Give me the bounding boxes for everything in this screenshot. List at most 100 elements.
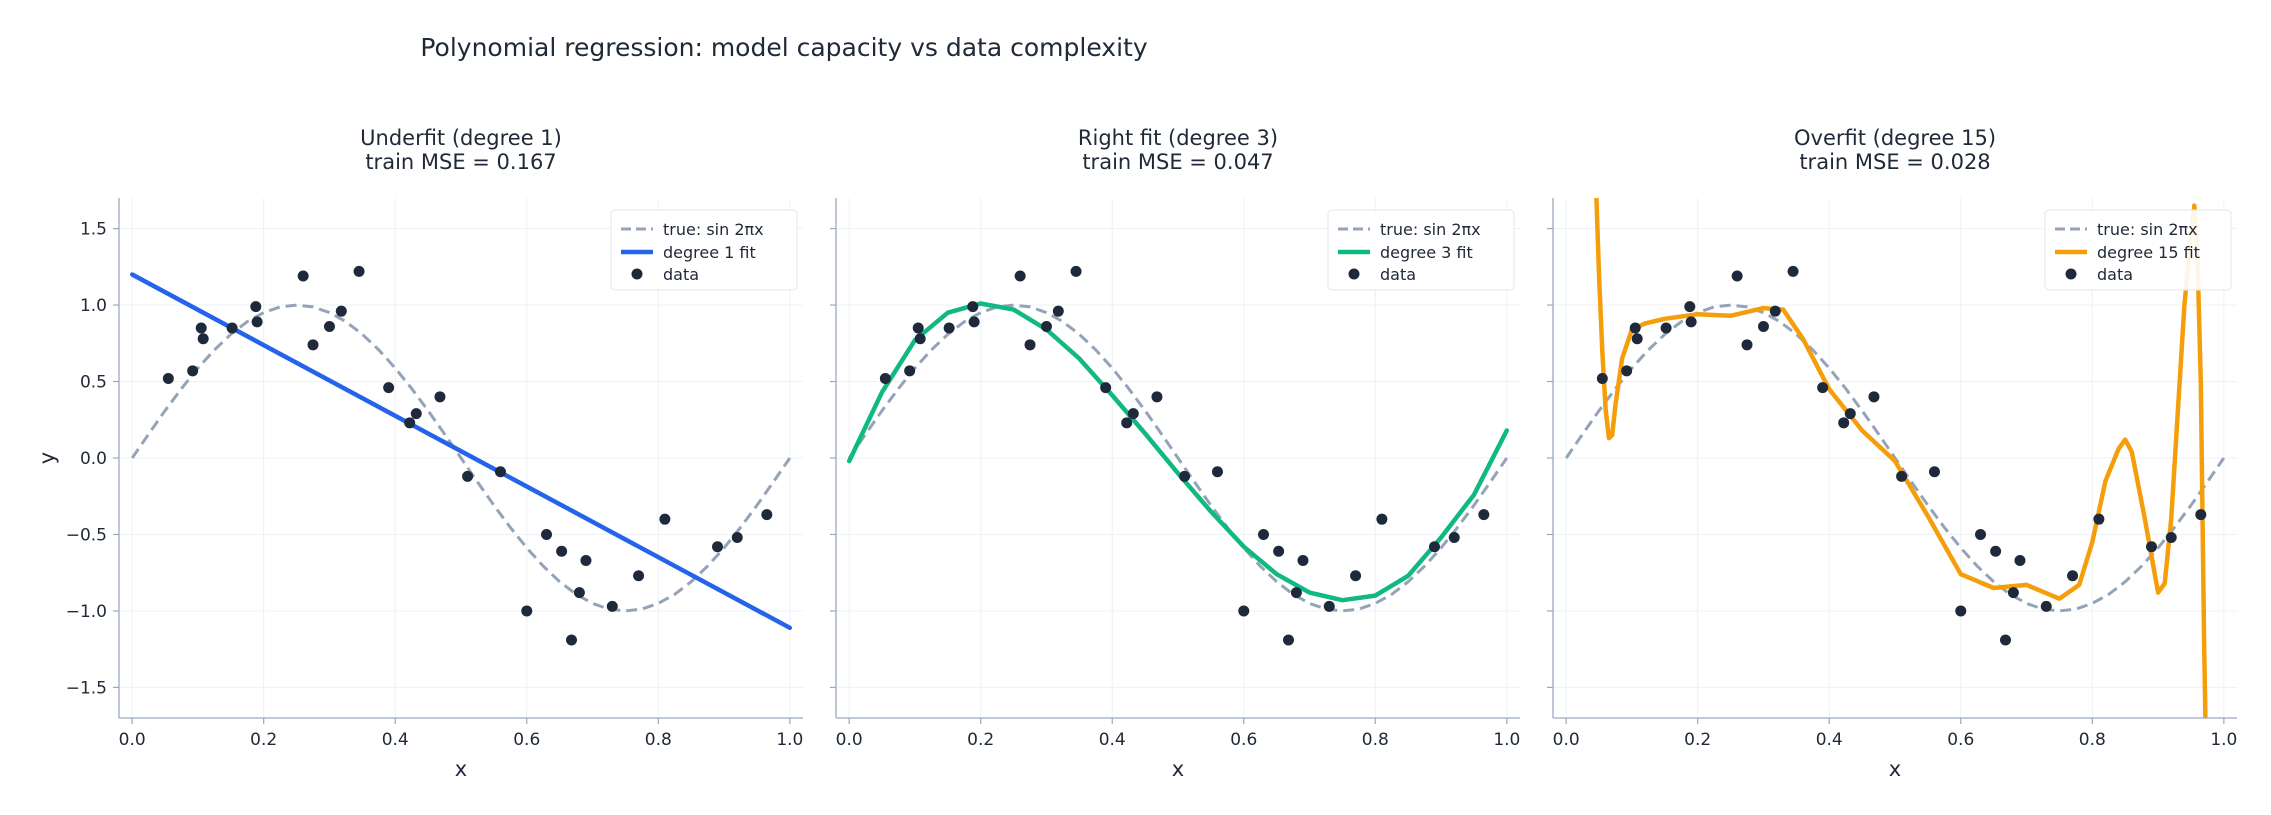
x-axis-label: x xyxy=(1172,757,1184,781)
data-point xyxy=(162,372,174,384)
data-point xyxy=(2007,587,2019,599)
data-point xyxy=(1769,305,1781,317)
legend-label: true: sin 2πx xyxy=(1380,220,1481,239)
data-point xyxy=(712,541,723,553)
data-point xyxy=(251,316,263,328)
data-point xyxy=(2165,532,2177,544)
true-function-line xyxy=(1564,303,2226,613)
data-point xyxy=(2067,570,2079,582)
x-axis-label: x xyxy=(1889,757,1901,781)
true-function-line xyxy=(130,303,792,613)
legend-label: data xyxy=(2097,265,2133,284)
x-tick-label: 0.2 xyxy=(1684,730,1711,750)
legend-label: true: sin 2πx xyxy=(2097,220,2198,239)
subplot-title: Overfit (degree 15) xyxy=(1794,126,1996,150)
plot-area xyxy=(129,272,793,631)
data-point xyxy=(2014,554,2026,566)
data-point xyxy=(410,408,422,420)
x-tick-label: 0.4 xyxy=(1099,730,1126,750)
data-point xyxy=(1990,545,2002,557)
legend-swatch-data xyxy=(1348,268,1360,280)
data-point xyxy=(1975,528,1986,540)
y-tick-label: 0.0 xyxy=(80,449,107,469)
y-tick-label: 1.5 xyxy=(80,220,107,240)
data-point xyxy=(307,339,319,351)
data-point xyxy=(1478,509,1490,521)
fit-line xyxy=(129,272,793,631)
data-point xyxy=(1121,417,1133,429)
data-points xyxy=(162,265,773,646)
x-tick-label: 0.8 xyxy=(1362,730,1389,750)
x-tick-label: 1.0 xyxy=(2210,730,2237,750)
subplot-3: Overfit (degree 15)train MSE = 0.028 0.0 0… xyxy=(1547,126,2237,781)
data-point xyxy=(633,570,645,582)
data-point xyxy=(556,545,568,557)
legend: true: sin 2πx degree 3 fit data xyxy=(1327,209,1515,291)
data-point xyxy=(226,322,238,334)
legend: true: sin 2πx degree 15 fit data xyxy=(2044,209,2232,291)
figure-title: Polynomial regression: model capacity vs… xyxy=(420,33,1147,62)
data-point xyxy=(404,417,416,429)
data-point xyxy=(1684,301,1696,313)
y-tick-label: −1.0 xyxy=(66,602,107,622)
x-axis-label: x xyxy=(455,757,467,781)
x-tick-label: 0.0 xyxy=(1553,730,1580,750)
y-tick-label: 0.5 xyxy=(80,373,107,393)
data-point xyxy=(1350,570,1362,582)
data-point xyxy=(1258,528,1269,540)
data-point xyxy=(1179,470,1191,482)
data-point xyxy=(1290,587,1302,599)
legend: true: sin 2πx degree 1 fit data xyxy=(610,209,798,291)
data-point xyxy=(2093,513,2105,525)
y-tick-label: −1.5 xyxy=(66,678,107,698)
subplot-1: Underfit (degree 1)train MSE = 0.167 0.0 0… xyxy=(35,126,803,781)
data-point xyxy=(879,372,891,384)
data-points xyxy=(879,265,1490,646)
plot-area xyxy=(1564,198,2226,718)
subplots: Underfit (degree 1)train MSE = 0.167 0.0 0… xyxy=(35,126,2237,781)
legend-box xyxy=(2044,209,2232,291)
data-point xyxy=(1631,333,1643,345)
data-point xyxy=(943,322,955,334)
data-point xyxy=(541,528,552,540)
x-tick-label: 0.6 xyxy=(1947,730,1974,750)
data-point xyxy=(1323,600,1335,612)
data-point xyxy=(659,513,671,525)
fit-line xyxy=(1594,198,2208,718)
legend-swatch-data xyxy=(631,268,643,280)
data-point xyxy=(1844,408,1856,420)
data-point xyxy=(1596,372,1608,384)
data-point xyxy=(912,322,924,334)
data-point xyxy=(434,391,446,403)
data-point xyxy=(462,470,474,482)
data-point xyxy=(1040,320,1052,332)
x-tick-label: 1.0 xyxy=(1493,730,1520,750)
data-point xyxy=(1868,391,1880,403)
data-point xyxy=(1685,316,1697,328)
legend-label: data xyxy=(1380,265,1416,284)
data-point xyxy=(731,532,743,544)
data-point xyxy=(1070,265,1082,277)
x-tick-label: 1.0 xyxy=(776,730,803,750)
data-point xyxy=(1273,545,1285,557)
data-point xyxy=(1838,417,1850,429)
subplot-title: Right fit (degree 3) xyxy=(1078,126,1278,150)
data-point xyxy=(1282,634,1294,646)
y-axis-label: y xyxy=(35,452,59,464)
data-point xyxy=(1629,322,1641,334)
y-tick-label: −0.5 xyxy=(66,525,107,545)
data-point xyxy=(250,301,262,313)
data-point xyxy=(914,333,926,345)
legend-label: degree 1 fit xyxy=(663,243,756,262)
data-point xyxy=(1787,265,1799,277)
data-point xyxy=(521,605,533,617)
data-point xyxy=(1757,320,1769,332)
data-point xyxy=(335,305,347,317)
fit-line xyxy=(846,301,1510,603)
data-point xyxy=(353,265,365,277)
data-point xyxy=(565,634,577,646)
legend-box xyxy=(610,209,798,291)
x-tick-label: 0.2 xyxy=(250,730,277,750)
data-point xyxy=(968,316,980,328)
legend-label: degree 3 fit xyxy=(1380,243,1473,262)
